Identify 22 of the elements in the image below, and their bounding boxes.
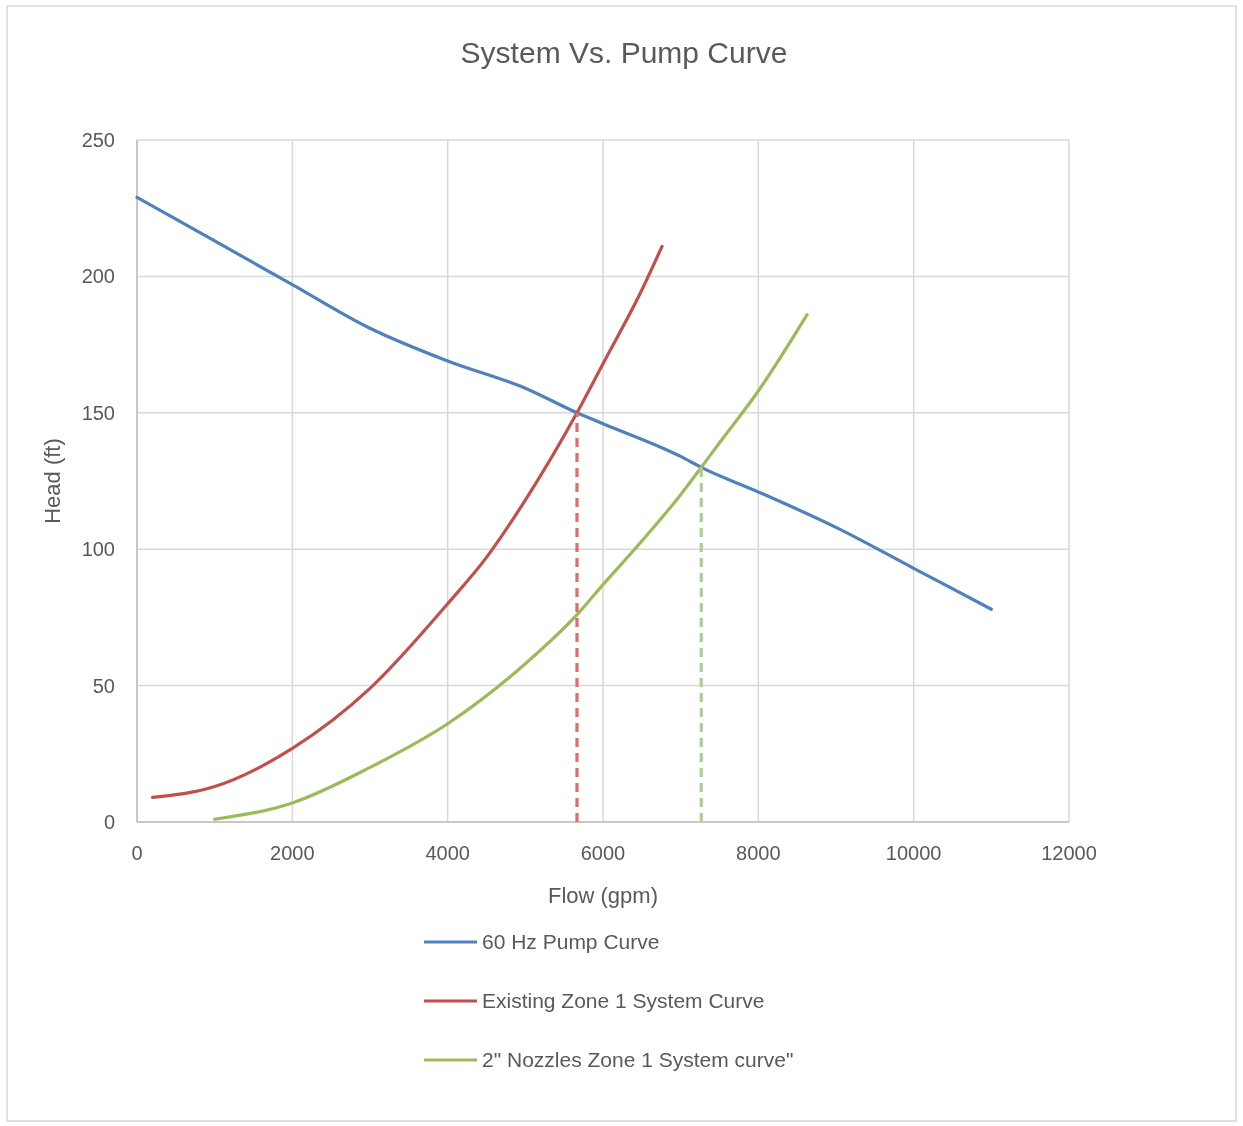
y-axis-title: Head (ft)	[40, 438, 65, 524]
chart-title: System Vs. Pump Curve	[460, 36, 788, 69]
x-tick-label: 8000	[736, 842, 781, 864]
y-tick-label: 50	[92, 674, 115, 697]
line-series	[135, 195, 993, 611]
y-tick-label: 0	[103, 811, 115, 833]
y-tick-label: 100	[81, 538, 115, 561]
x-tick-label: 10000	[885, 842, 942, 864]
x-tick-label: 0	[131, 842, 143, 864]
x-tick-label: 4000	[425, 842, 470, 864]
x-axis-title: Flow (gpm)	[547, 883, 659, 908]
y-tick-label: 250	[81, 129, 115, 151]
y-tick-label: 150	[81, 401, 115, 424]
line-series	[213, 312, 809, 821]
legend-label: 2" Nozzles Zone 1 System curve"	[482, 1048, 794, 1072]
x-tick-label: 2000	[270, 842, 315, 864]
x-tick-label: 12000	[1041, 842, 1097, 864]
legend-label: Existing Zone 1 System Curve	[482, 989, 765, 1013]
y-tick-label: 200	[81, 265, 115, 288]
x-tick-label: 6000	[580, 842, 626, 864]
legend-label: 60 Hz Pump Curve	[482, 930, 660, 954]
line-series	[150, 244, 664, 800]
